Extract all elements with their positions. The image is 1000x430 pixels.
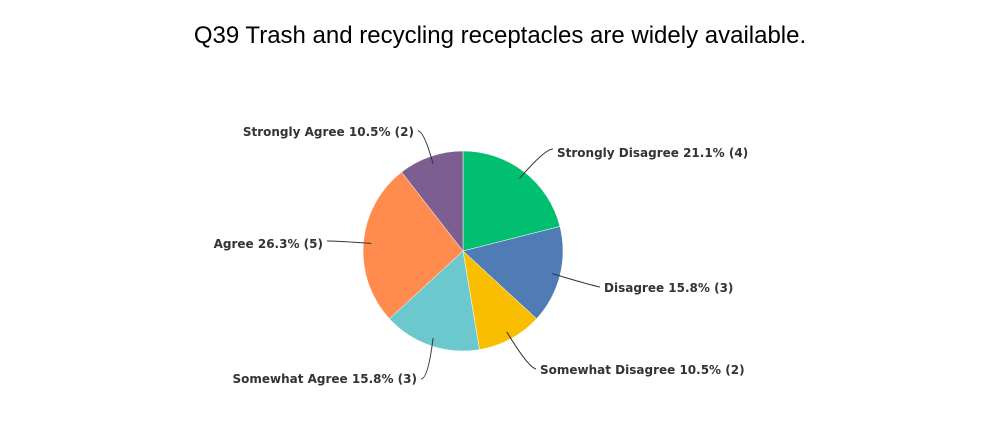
chart-title: Q39 Trash and recycling receptacles are …	[193, 22, 807, 49]
slice-label-disagree: Disagree 15.8% (3)	[604, 281, 733, 295]
leader-line-strongly-disagree	[519, 148, 554, 179]
label-leader-lines	[326, 130, 601, 380]
slice-label-somewhat-disagree: Somewhat Disagree 10.5% (2)	[540, 363, 745, 377]
slice-label-strongly-agree: Strongly Agree 10.5% (2)	[243, 125, 414, 139]
leader-line-somewhat-disagree	[506, 331, 537, 370]
pie-slice-somewhat-agree	[389, 250, 480, 352]
slice-label-somewhat-agree: Somewhat Agree 15.8% (3)	[232, 372, 417, 386]
slice-label-agree: Agree 26.3% (5)	[214, 237, 323, 251]
pie-slices	[362, 150, 564, 352]
leader-line-disagree	[552, 273, 601, 288]
leader-line-strongly-agree	[417, 130, 434, 165]
slice-labels: Strongly Disagree 21.1% (4) Disagree 15.…	[214, 125, 749, 386]
leader-line-agree	[326, 240, 372, 244]
leader-line-somewhat-agree	[420, 337, 434, 380]
slice-label-strongly-disagree: Strongly Disagree 21.1% (4)	[557, 146, 748, 160]
